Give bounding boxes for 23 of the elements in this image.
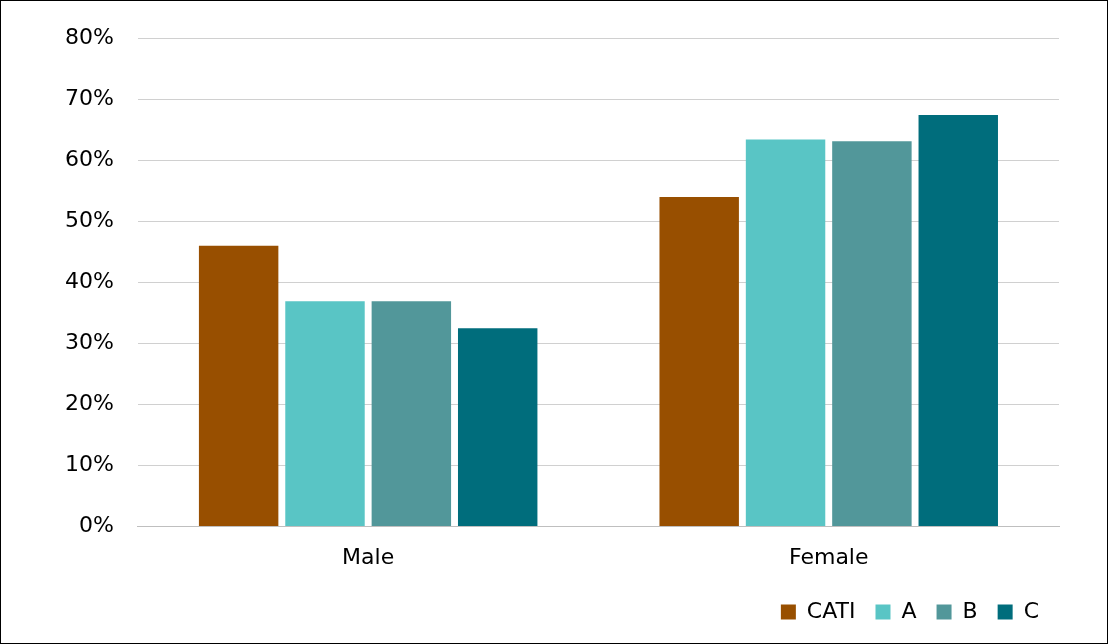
bar <box>198 245 279 527</box>
bar <box>371 301 452 527</box>
x-tick-label: Male <box>342 543 395 569</box>
bar <box>659 196 739 527</box>
legend-label: A <box>901 597 917 623</box>
y-tick-label: 40% <box>64 268 114 294</box>
bar <box>745 139 826 527</box>
y-tick-label: 0% <box>78 512 114 538</box>
bar <box>918 115 998 527</box>
y-tick-label: 20% <box>64 390 114 416</box>
y-tick-label: 80% <box>64 23 114 49</box>
bar <box>285 301 365 527</box>
legend-label: CATI <box>806 597 856 623</box>
legend-label: C <box>1023 597 1040 623</box>
bar <box>457 328 538 527</box>
y-tick-label: 50% <box>64 207 114 233</box>
legend-label: B <box>962 597 978 623</box>
y-tick-label: 70% <box>64 84 114 110</box>
y-tick-label: 60% <box>64 146 114 172</box>
bar <box>832 141 912 527</box>
x-tick-label: Female <box>788 543 869 569</box>
y-tick-label: 10% <box>64 451 114 477</box>
y-tick-label: 30% <box>64 329 114 355</box>
